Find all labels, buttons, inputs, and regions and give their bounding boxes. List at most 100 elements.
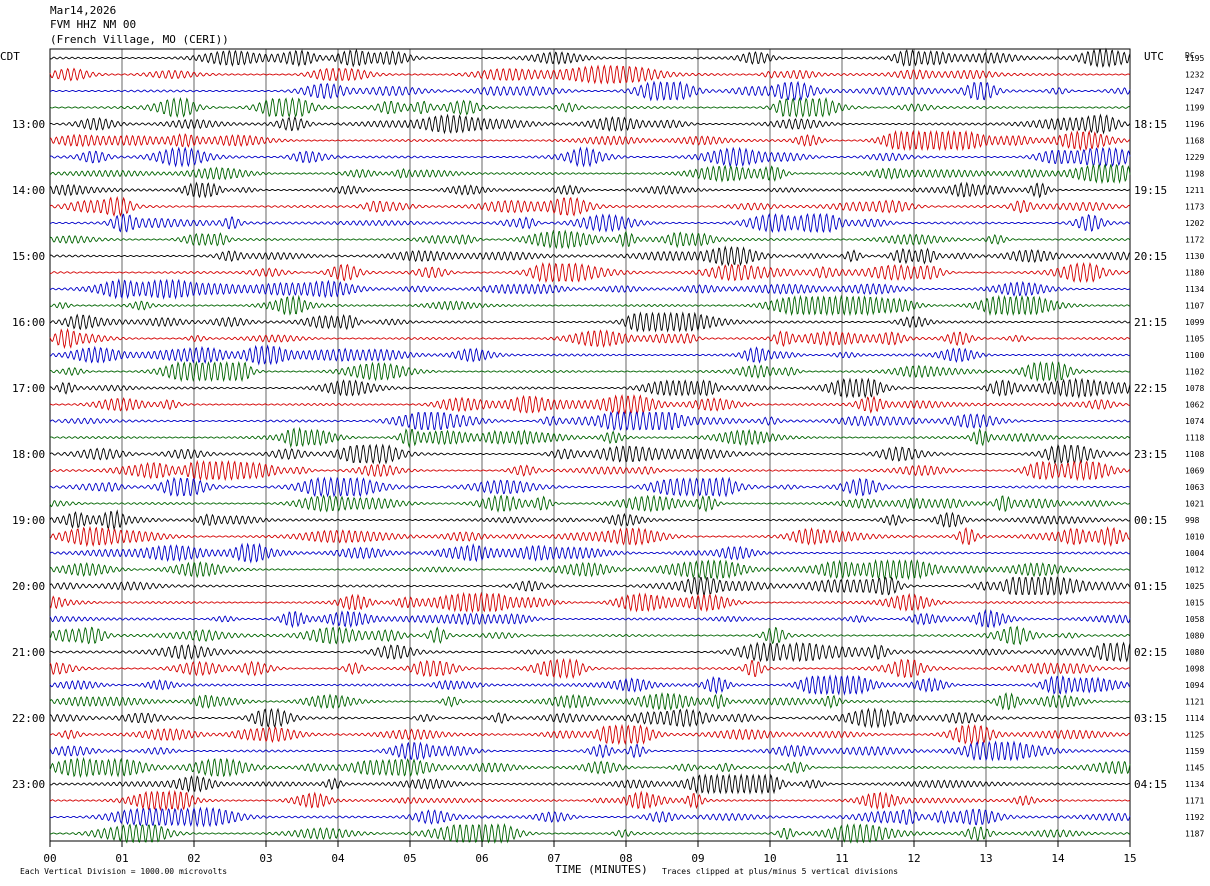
station-label: FVM HHZ NM 00 bbox=[50, 18, 137, 31]
trace-offset-label: 1015 bbox=[1185, 599, 1204, 608]
seismic-trace bbox=[49, 212, 1131, 234]
trace-offset-label: 1125 bbox=[1185, 731, 1204, 740]
trace-offset-label: 1196 bbox=[1185, 120, 1204, 129]
trace-offset-label: 1199 bbox=[1185, 104, 1204, 113]
left-hour-label: 14:00 bbox=[12, 184, 45, 197]
trace-offset-label: 1100 bbox=[1185, 351, 1204, 360]
left-hour-label: 16:00 bbox=[12, 316, 45, 329]
trace-offset-label: 1080 bbox=[1185, 648, 1204, 657]
trace-offset-label: 1192 bbox=[1185, 813, 1204, 822]
seismic-trace bbox=[49, 591, 1131, 614]
left-hour-label: 17:00 bbox=[12, 382, 45, 395]
x-tick-label: 15 bbox=[1123, 852, 1136, 865]
x-tick-label: 03 bbox=[259, 852, 272, 865]
seismic-trace bbox=[49, 377, 1131, 399]
x-tick-label: 00 bbox=[43, 852, 56, 865]
x-tick-label: 01 bbox=[115, 852, 128, 865]
x-tick-label: 06 bbox=[475, 852, 488, 865]
trace-offset-label: 1102 bbox=[1185, 368, 1204, 377]
clip-note: Traces clipped at plus/minus 5 vertical … bbox=[662, 867, 898, 876]
seismic-trace bbox=[49, 459, 1131, 482]
plot-frame bbox=[49, 48, 1131, 842]
right-timezone-label: UTC bbox=[1144, 50, 1164, 63]
trace-offset-label: 1025 bbox=[1185, 582, 1204, 591]
seismic-trace bbox=[49, 691, 1131, 711]
trace-offset-label: 1232 bbox=[1185, 71, 1204, 80]
seismic-trace bbox=[49, 344, 1131, 366]
seismic-trace bbox=[49, 657, 1131, 680]
trace-offset-label: 1198 bbox=[1185, 170, 1204, 179]
x-tick-label: 12 bbox=[907, 852, 920, 865]
trace-offset-label: 1114 bbox=[1185, 714, 1204, 723]
seismic-trace bbox=[49, 625, 1131, 646]
left-hour-label: 15:00 bbox=[12, 250, 45, 263]
seismic-trace bbox=[49, 113, 1131, 135]
scale-note: Each Vertical Division = 1000.00 microvo… bbox=[20, 867, 227, 876]
right-hour-label: 03:15 bbox=[1134, 712, 1167, 725]
seismic-trace bbox=[49, 476, 1131, 498]
seismic-trace bbox=[49, 311, 1131, 333]
trace-offset-label: 1108 bbox=[1185, 450, 1204, 459]
trace-offset-label: 1130 bbox=[1185, 252, 1204, 261]
trace-offset-label: 1229 bbox=[1185, 153, 1204, 162]
trace-offset-label: 1211 bbox=[1185, 186, 1204, 195]
trace-offset-label: 1105 bbox=[1185, 335, 1204, 344]
trace-offset-label: 1069 bbox=[1185, 467, 1204, 476]
seismic-trace bbox=[49, 609, 1131, 629]
trace-offset-label: 1078 bbox=[1185, 384, 1204, 393]
seismic-trace bbox=[49, 740, 1131, 762]
seismic-trace bbox=[49, 146, 1131, 168]
seismic-trace bbox=[49, 509, 1131, 531]
trace-offset-label: 998 bbox=[1185, 516, 1200, 525]
seismic-trace bbox=[49, 773, 1131, 795]
location-label: (French Village, MO (CERI)) bbox=[50, 33, 229, 46]
trace-offset-label: 1080 bbox=[1185, 632, 1204, 641]
x-tick-label: 10 bbox=[763, 852, 776, 865]
seismic-trace bbox=[49, 294, 1131, 317]
trace-offset-label: 1159 bbox=[1185, 747, 1204, 756]
seismic-trace bbox=[49, 576, 1131, 596]
offset-column-header: DC bbox=[1185, 51, 1195, 60]
seismic-trace bbox=[49, 756, 1131, 779]
trace-offset-label: 1099 bbox=[1185, 318, 1204, 327]
x-tick-label: 07 bbox=[547, 852, 560, 865]
seismic-trace bbox=[49, 360, 1131, 383]
seismic-trace bbox=[49, 327, 1131, 350]
seismic-trace bbox=[49, 641, 1131, 663]
left-hour-label: 18:00 bbox=[12, 448, 45, 461]
x-tick-label: 11 bbox=[835, 852, 848, 865]
seismic-trace bbox=[49, 494, 1131, 513]
seismic-trace bbox=[49, 443, 1130, 465]
trace-offset-label: 1173 bbox=[1185, 203, 1204, 212]
right-hour-label: 22:15 bbox=[1134, 382, 1167, 395]
trace-offset-label: 1074 bbox=[1185, 417, 1204, 426]
seismic-trace bbox=[49, 229, 1131, 250]
right-hour-label: 21:15 bbox=[1134, 316, 1167, 329]
seismic-trace bbox=[49, 558, 1131, 581]
x-tick-label: 04 bbox=[331, 852, 345, 865]
x-tick-label: 08 bbox=[619, 852, 632, 865]
seismic-trace bbox=[49, 47, 1131, 68]
right-hour-label: 02:15 bbox=[1134, 646, 1167, 659]
left-hour-label: 19:00 bbox=[12, 514, 45, 527]
seismic-trace bbox=[49, 278, 1131, 300]
left-timezone-label: CDT bbox=[0, 50, 20, 63]
seismic-trace bbox=[50, 822, 1131, 844]
x-tick-label: 09 bbox=[691, 852, 704, 865]
seismic-trace bbox=[49, 129, 1131, 152]
trace-offset-label: 1171 bbox=[1185, 797, 1204, 806]
x-tick-label: 05 bbox=[403, 852, 416, 865]
x-tick-label: 14 bbox=[1051, 852, 1065, 865]
seismic-trace bbox=[49, 163, 1131, 185]
seismic-trace bbox=[49, 181, 1131, 199]
trace-offset-label: 1121 bbox=[1185, 698, 1204, 707]
right-hour-label: 19:15 bbox=[1134, 184, 1167, 197]
right-hour-label: 23:15 bbox=[1134, 448, 1167, 461]
seismic-trace bbox=[49, 411, 1131, 431]
seismic-traces: 1195 1232 1247 1199 1196 1168 1229 1198 1211 1173… bbox=[49, 47, 1204, 844]
seismic-trace bbox=[49, 542, 1131, 564]
right-hour-label: 04:15 bbox=[1134, 778, 1167, 791]
trace-offset-label: 1247 bbox=[1185, 87, 1204, 96]
seismic-trace bbox=[49, 64, 1131, 85]
